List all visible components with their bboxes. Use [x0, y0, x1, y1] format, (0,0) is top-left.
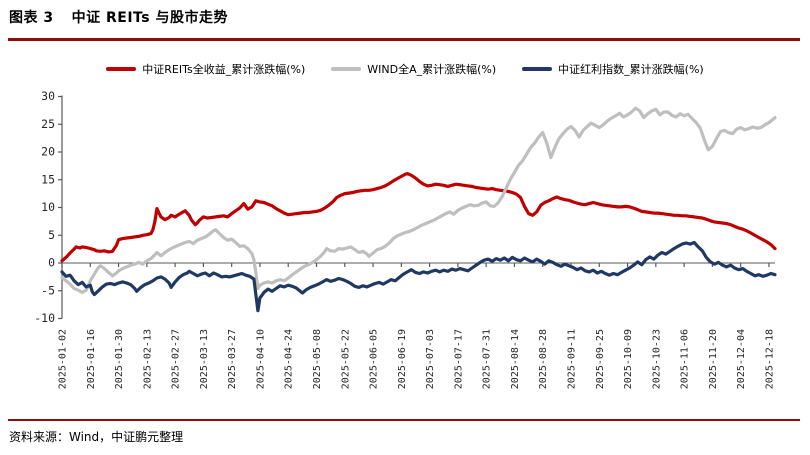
x-tick-label: 2025-10-23 [651, 329, 662, 389]
y-tick-label: -5 [41, 283, 55, 297]
x-tick-label: 2025-05-22 [340, 329, 351, 389]
legend-item-reits: 中证REITs全收益_累计涨跌幅(%) [106, 61, 305, 77]
legend-item-wind-a: WIND全A_累计涨跌幅(%) [331, 61, 496, 77]
x-tick-label: 2025-08-28 [538, 329, 549, 389]
figure-number-label: 图表 3 [9, 10, 54, 26]
y-tick-label: 20 [41, 145, 55, 159]
x-tick-label: 2025-04-10 [255, 329, 266, 389]
x-tick-label: 2025-08-14 [510, 329, 521, 389]
series-line-0 [60, 172, 777, 263]
x-tick-label: 2025-03-13 [199, 329, 210, 389]
x-tick-label: 2025-09-11 [566, 329, 577, 389]
series-line-1 [60, 106, 777, 294]
reits-line-swatch [106, 67, 137, 71]
x-tick-label: 2025-07-17 [453, 329, 464, 389]
x-tick-label: 2025-01-16 [86, 329, 97, 389]
legend-item-dividend: 中证红利指数_累计涨跌幅(%) [522, 61, 704, 77]
x-tick-label: 2025-12-18 [764, 329, 775, 389]
x-tick-label: 2025-10-09 [623, 329, 634, 389]
x-tick-label: 2025-09-25 [595, 329, 606, 389]
y-tick-label: 15 [41, 172, 55, 186]
y-tick-label: 30 [41, 89, 55, 103]
x-tick-label: 2025-11-20 [708, 329, 719, 389]
x-tick-label: 2025-05-08 [312, 329, 323, 389]
x-tick-label: 2025-07-03 [425, 329, 436, 389]
x-tick-label: 2025-03-27 [227, 329, 238, 389]
x-tick-label: 2025-07-31 [482, 329, 493, 389]
dividend-line-swatch [522, 67, 553, 71]
figure-title-text: 中证 REITs 与股市走势 [71, 10, 228, 26]
x-tick-label: 2025-02-27 [171, 329, 182, 389]
y-tick-label: 25 [41, 117, 55, 131]
y-tick-label: 5 [48, 228, 55, 242]
y-tick-label: 10 [41, 200, 55, 214]
wind-a-line-swatch [331, 67, 362, 71]
legend-label-dividend: 中证红利指数_累计涨跌幅(%) [558, 63, 704, 76]
x-tick-label: 2025-11-06 [680, 329, 691, 389]
source-note: 资料来源：Wind，中证鹏元整理 [9, 430, 184, 444]
top-divider-rule [8, 38, 800, 41]
y-tick-label: 0 [48, 256, 55, 270]
figure-title: 图表 3 中证 REITs 与股市走势 [9, 7, 228, 27]
y-tick-label: -10 [34, 311, 55, 325]
x-tick-label: 2025-01-30 [114, 329, 125, 389]
x-tick-label: 2025-01-02 [58, 329, 69, 389]
legend-label-reits: 中证REITs全收益_累计涨跌幅(%) [142, 63, 306, 76]
chart-legend: 中证REITs全收益_累计涨跌幅(%) WIND全A_累计涨跌幅(%) 中证红利… [0, 61, 810, 77]
x-tick-label: 2025-06-19 [397, 329, 408, 389]
legend-label-wind-a: WIND全A_累计涨跌幅(%) [367, 63, 497, 76]
x-tick-label: 2025-04-24 [284, 329, 295, 389]
bottom-divider-rule [8, 419, 800, 421]
series-line-2 [60, 240, 777, 313]
x-tick-label: 2025-02-13 [142, 329, 153, 389]
x-tick-label: 2025-12-04 [736, 329, 747, 389]
x-tick-label: 2025-06-05 [369, 329, 380, 389]
